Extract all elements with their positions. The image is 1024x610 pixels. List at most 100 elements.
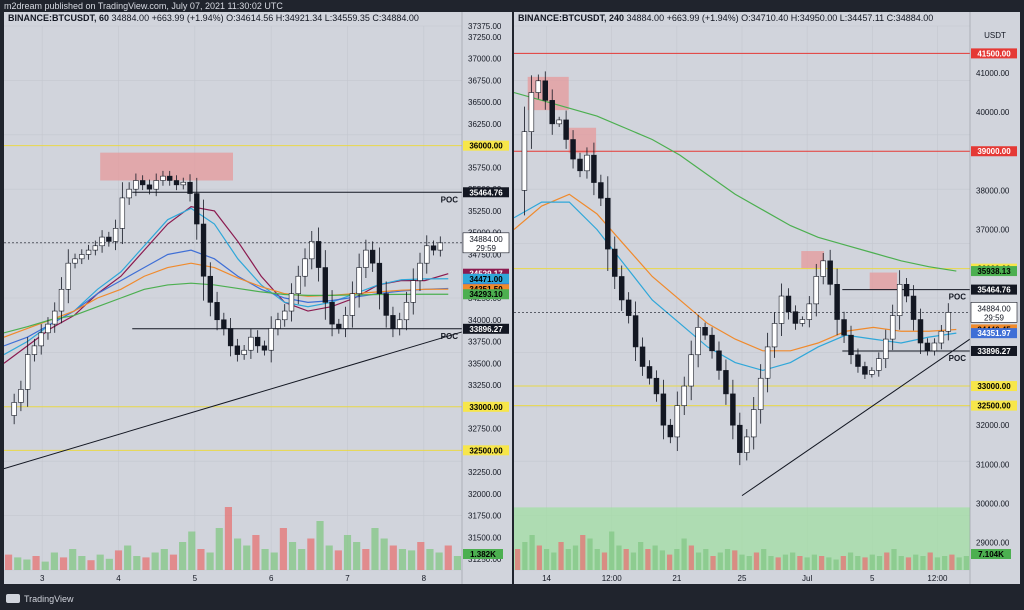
y-tick-label: 36500.00: [468, 98, 502, 107]
candle-body: [570, 139, 576, 160]
candle-body: [248, 336, 254, 351]
volume-bar: [380, 538, 388, 570]
candle-body: [187, 181, 193, 194]
y-tick-label: 32000.00: [468, 490, 502, 499]
right-change: +663.99 (+1.94%): [666, 13, 739, 23]
ma-line-EMA_orange: [514, 193, 957, 352]
candle-body: [785, 295, 792, 312]
x-tick-label: 6: [269, 574, 274, 583]
volume-bar: [105, 558, 113, 570]
candle-body: [11, 402, 17, 416]
right-chart-panel[interactable]: BINANCE:BTCUSDT, 240 34884.00 +663.99 (+…: [514, 12, 1020, 584]
price-label: 34293.10: [469, 290, 503, 299]
right-low: 34457.11: [847, 13, 885, 23]
candle-body: [542, 80, 549, 101]
candle-body: [356, 267, 362, 294]
y-tick-label: 40000.00: [976, 108, 1010, 117]
poc-label: POC: [949, 293, 967, 302]
resistance-zone: [527, 76, 569, 111]
y-tick-label: 33250.00: [468, 381, 502, 390]
volume-bar: [833, 559, 839, 570]
price-label: 33896.27: [977, 347, 1011, 356]
price-label: 35938.13: [977, 267, 1011, 276]
price-label: 35464.76: [977, 286, 1011, 295]
left-open: 34614.56: [235, 13, 274, 23]
candle-body: [639, 346, 646, 367]
candle-body: [397, 319, 403, 329]
candle-body: [369, 249, 376, 264]
candle-body: [702, 327, 708, 336]
candle-body: [85, 249, 92, 255]
candle-body: [855, 354, 861, 367]
candle-body: [52, 310, 58, 325]
candle-body: [167, 175, 173, 181]
volume-bar: [215, 528, 223, 570]
right-chart-header: BINANCE:BTCUSDT, 240 34884.00 +663.99 (+…: [518, 13, 934, 23]
left-chart-panel[interactable]: BINANCE:BTCUSDT, 60 34884.00 +663.99 (+1…: [4, 12, 512, 584]
volume-bar: [630, 552, 637, 570]
candle-body: [667, 424, 674, 438]
volume-bar: [811, 554, 817, 570]
candle-body: [771, 323, 778, 348]
candle-body: [315, 241, 322, 268]
volume-bar: [710, 556, 716, 570]
candle-body: [410, 280, 416, 303]
volume-bar: [601, 552, 608, 570]
candle-body: [896, 284, 903, 316]
volume-bar: [32, 556, 40, 570]
candle-body: [723, 370, 729, 395]
candle-body: [841, 319, 847, 336]
poc-label: POC: [441, 195, 459, 204]
volume-bar: [956, 557, 962, 570]
candle-body: [383, 293, 389, 316]
volume-bar: [307, 538, 315, 570]
volume-bar: [261, 549, 269, 570]
left-chart-canvas[interactable]: 3 4 5 6 7 8 POC POC 37375.00 37250.00 37000.00 3675…: [4, 12, 512, 584]
ma-line-EMA_blue: [514, 201, 957, 372]
candle-body: [813, 276, 819, 305]
price-label-bg: [463, 187, 509, 198]
candle-body: [72, 258, 78, 264]
volume-bar: [197, 549, 205, 570]
volume-bar: [169, 554, 178, 570]
tradingview-logo-icon: [6, 594, 20, 603]
price-axis-bg: [970, 12, 1020, 584]
candle-body: [577, 158, 583, 172]
candle-body: [653, 377, 660, 395]
current-price-bg: [970, 302, 1018, 323]
right-high: 34950.00: [799, 13, 838, 23]
candle-body: [674, 405, 681, 438]
candle-body: [390, 315, 396, 329]
volume-bar: [270, 552, 278, 570]
candle-body: [688, 354, 694, 387]
candle-body: [612, 248, 618, 277]
candle-body: [254, 336, 261, 347]
candle-body: [563, 119, 569, 140]
candle-body: [889, 315, 896, 340]
volume-bar: [142, 557, 150, 570]
resistance-zone: [801, 251, 825, 269]
volume-bar: [124, 545, 132, 570]
volume-bar: [522, 542, 528, 570]
candle-body: [591, 154, 597, 183]
y-tick-label: 32750.00: [468, 425, 502, 434]
candle-body: [598, 182, 604, 199]
resistance-zone: [100, 152, 234, 181]
y-tick-label: 32000.00: [976, 421, 1010, 430]
price-label: 39000.00: [977, 147, 1011, 156]
volume-bar: [869, 554, 875, 570]
candle-body: [79, 254, 85, 260]
volume-bar: [69, 549, 77, 570]
price-label-bg: [463, 273, 509, 284]
poc-label: POC: [949, 354, 967, 363]
candle-body: [38, 332, 44, 347]
x-tick-label: 5: [870, 574, 875, 583]
volume-bar: [934, 557, 941, 570]
candle-body: [869, 370, 875, 375]
ma-line-MA5: [4, 282, 449, 334]
y-tick-label: 31500.00: [468, 533, 502, 542]
volume-bar: [316, 521, 324, 570]
price-label: 35464.76: [469, 188, 503, 197]
volume-bar: [855, 556, 861, 570]
right-chart-canvas[interactable]: 14 12:00 21 25 Jul 5 12:00 POC POC USDT 41000.00 40…: [514, 12, 1020, 584]
